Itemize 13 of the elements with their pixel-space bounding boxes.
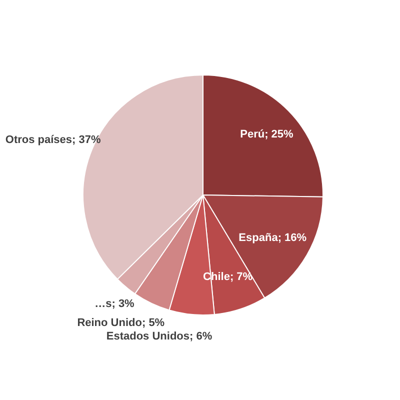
slice-label: …s (94, 298, 112, 310)
data-label: ; 7% (230, 271, 253, 284)
data-label: ; 5% (142, 317, 165, 330)
slice-label: Otros países (5, 134, 72, 146)
slice-label: España (238, 232, 279, 244)
slice-label: Perú (240, 128, 265, 140)
data-label: ; 25% (264, 128, 294, 140)
data-label: ; 37% (72, 134, 101, 146)
data-label: ; 16% (278, 232, 307, 244)
data-label: ; 3% (112, 298, 135, 310)
data-label: ; 6% (190, 330, 212, 342)
slice-label: Reino Unido (77, 317, 142, 330)
slice-label: Estados Unidos (106, 330, 190, 342)
